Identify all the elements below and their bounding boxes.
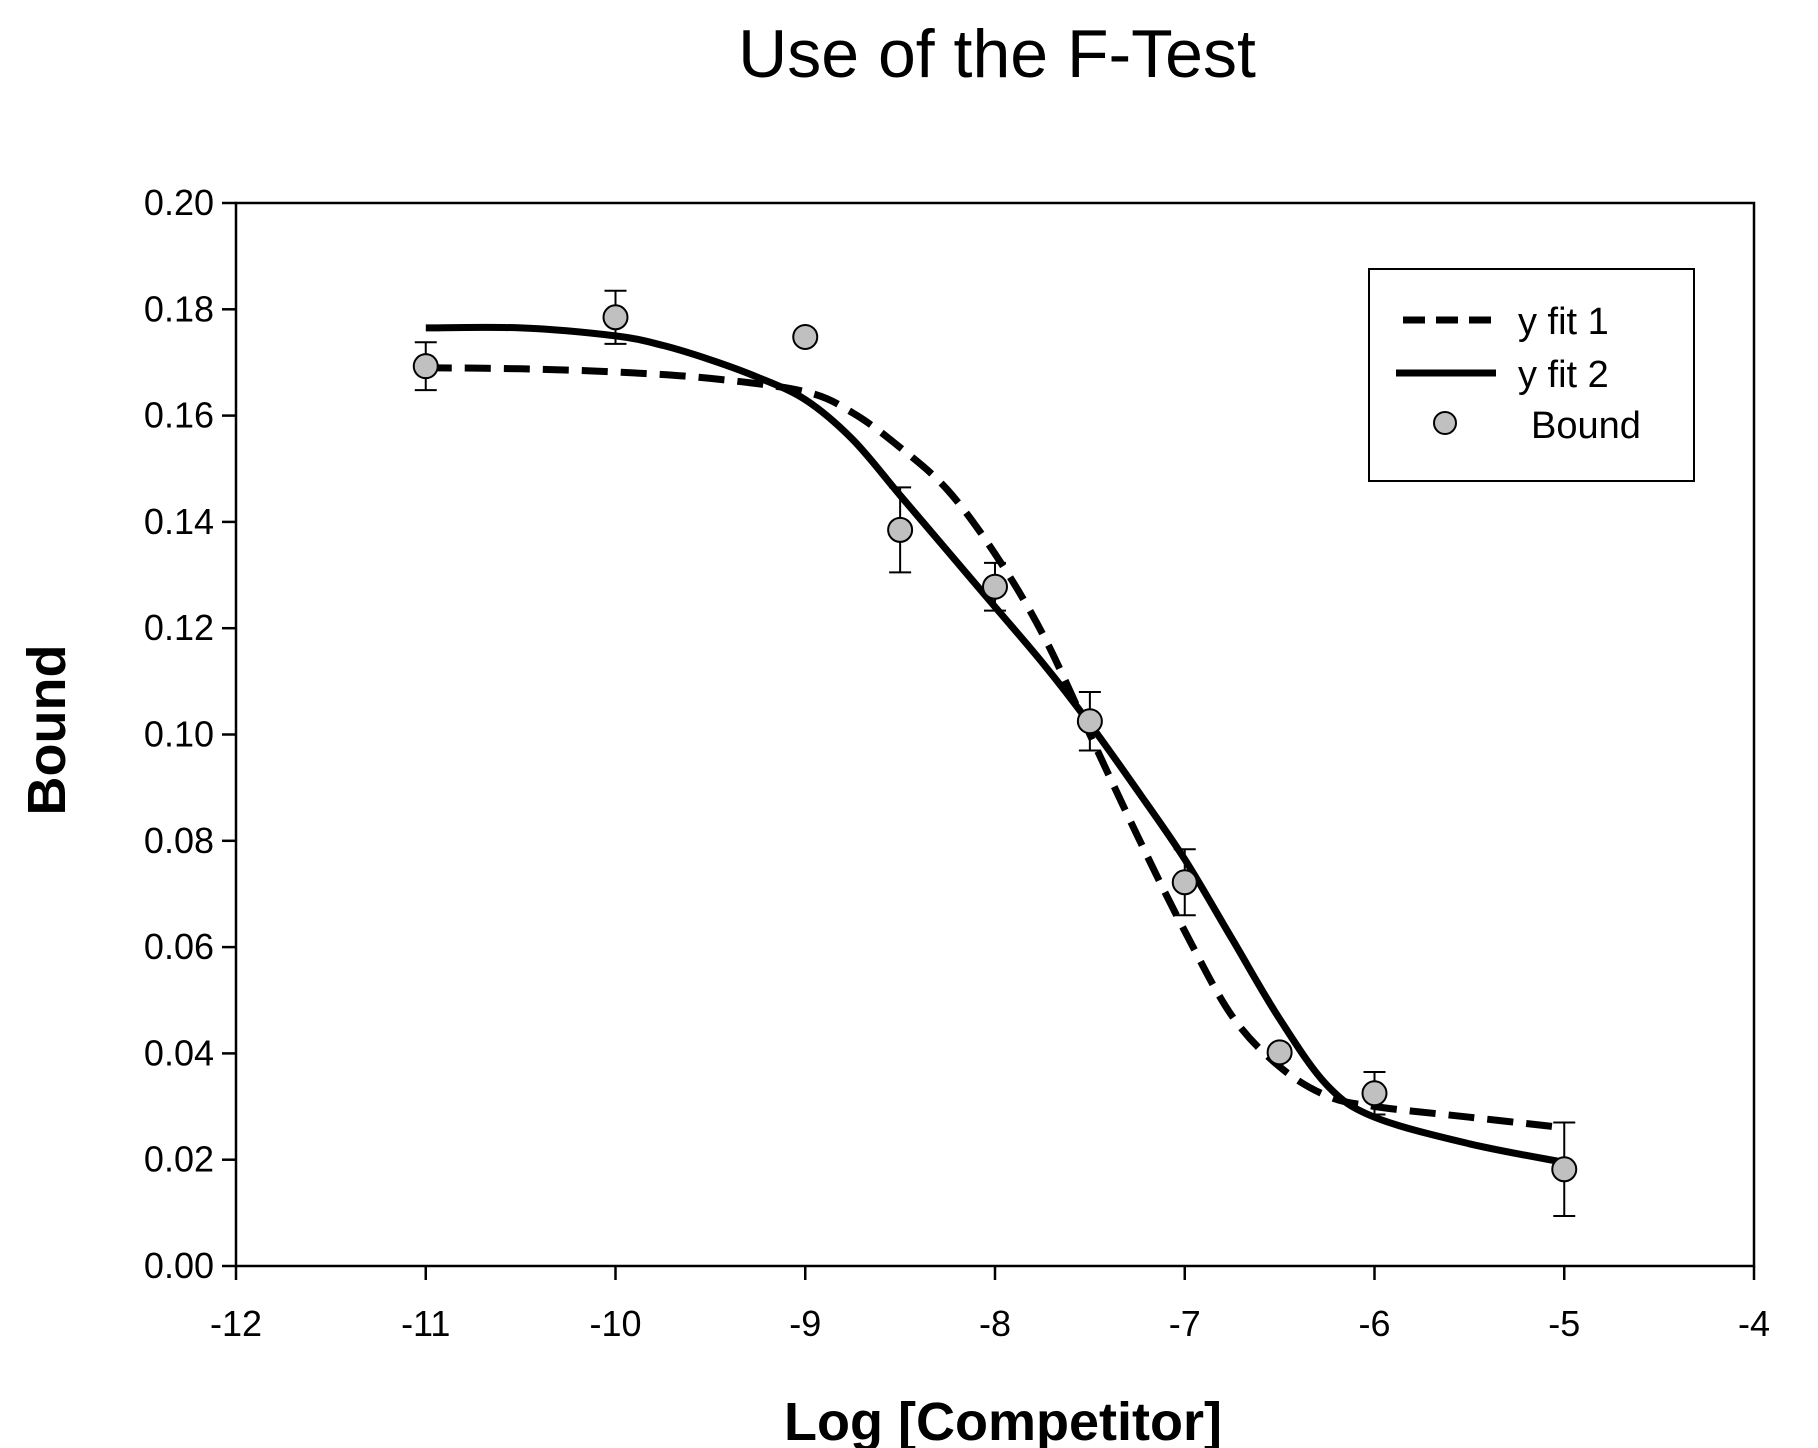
- legend-label-fit2: y fit 2: [1518, 354, 1609, 396]
- x-tick-label: -11: [401, 1303, 450, 1344]
- points-layer: [412, 289, 1578, 1218]
- x-axis: -12 -11 -10 -9 -8 -7 -6 -5 -4: [210, 1266, 1770, 1344]
- legend: y fit 1 y fit 2 Bound: [1368, 268, 1695, 482]
- y-tick-label: 0.00: [144, 1245, 214, 1286]
- x-tick-label: -7: [1169, 1303, 1201, 1344]
- x-tick-label: -4: [1738, 1303, 1770, 1344]
- legend-label-fit1: y fit 1: [1518, 301, 1609, 343]
- x-tick-label: -6: [1358, 1303, 1390, 1344]
- y-tick-label: 0.04: [144, 1032, 214, 1073]
- x-tick-label: -5: [1548, 1303, 1580, 1344]
- y-tick-label: 0.14: [144, 501, 214, 542]
- series-layer: [425, 323, 1565, 1166]
- chart-title: Use of the F-Test: [738, 16, 1256, 92]
- data-point: [792, 323, 819, 350]
- y-tick-label: 0.18: [144, 288, 214, 329]
- y-axis: 0.00 0.02 0.04 0.06 0.08 0.10 0.12 0.14 0.16 0.18…: [144, 182, 236, 1286]
- data-point: [887, 516, 914, 543]
- y-tick-label: 0.10: [144, 714, 214, 755]
- y-tick-label: 0.08: [144, 820, 214, 861]
- data-point: [1076, 708, 1103, 735]
- series-line-1: [425, 364, 1565, 1132]
- x-tick-label: -9: [789, 1303, 821, 1344]
- data-point: [1171, 869, 1198, 896]
- data-point: [602, 304, 629, 331]
- y-tick-label: 0.12: [144, 607, 214, 648]
- data-point: [1266, 1039, 1293, 1066]
- y-tick-label: 0.02: [144, 1139, 214, 1180]
- y-axis-label: Bound: [17, 645, 77, 816]
- x-tick-label: -8: [979, 1303, 1011, 1344]
- legend-label-bound: Bound: [1531, 405, 1641, 447]
- data-point: [982, 573, 1008, 600]
- legend-marker-bound: [1433, 411, 1457, 435]
- x-tick-label: -12: [210, 1303, 262, 1344]
- data-point: [1361, 1080, 1388, 1107]
- y-tick-label: 0.06: [144, 926, 214, 967]
- data-point: [1551, 1156, 1578, 1183]
- y-tick-label: 0.16: [144, 395, 214, 436]
- x-axis-label: Log [Competitor]: [784, 1392, 1222, 1448]
- x-tick-label: -10: [589, 1303, 641, 1344]
- series-line-2: [425, 323, 1565, 1166]
- y-tick-label: 0.20: [144, 182, 214, 223]
- data-point: [412, 353, 439, 380]
